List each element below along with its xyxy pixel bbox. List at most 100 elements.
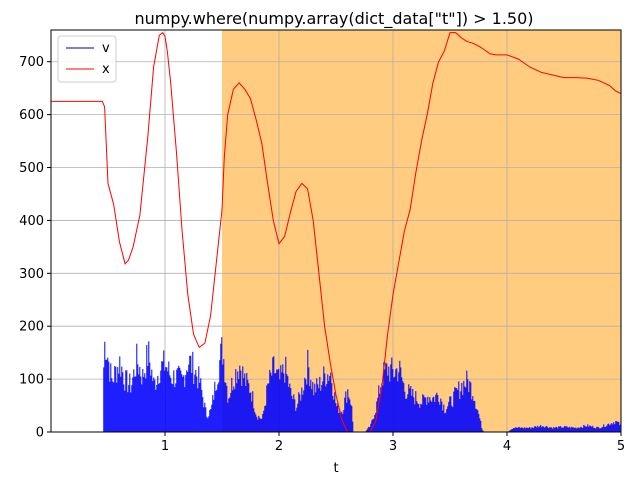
v-bar <box>142 369 144 432</box>
v-bar <box>612 424 614 432</box>
v-bar <box>229 397 231 432</box>
v-bar <box>192 351 194 432</box>
v-bar <box>228 398 230 432</box>
v-bar <box>227 402 229 432</box>
v-bar <box>327 374 329 432</box>
v-bar <box>545 426 547 432</box>
v-bar <box>611 423 613 432</box>
v-bar <box>378 385 380 432</box>
v-bar <box>525 428 527 432</box>
v-bar <box>408 384 410 432</box>
v-bar <box>144 373 146 432</box>
v-bar <box>326 383 328 432</box>
v-bar <box>223 359 225 432</box>
v-bar <box>539 426 541 432</box>
v-bar <box>115 366 117 432</box>
v-bar <box>107 357 109 432</box>
v-bar <box>538 427 540 432</box>
v-bar <box>340 412 342 432</box>
v-bar <box>560 426 562 432</box>
v-bar <box>141 384 143 432</box>
v-bar <box>531 427 533 432</box>
v-bar <box>452 407 454 432</box>
v-bar <box>231 377 233 432</box>
v-bar <box>200 378 202 432</box>
v-bar <box>185 374 187 432</box>
v-bar <box>284 382 286 432</box>
v-bar <box>402 381 404 432</box>
v-bar <box>305 379 307 432</box>
v-bar <box>230 392 232 432</box>
v-bar <box>153 377 155 432</box>
v-bar <box>556 426 558 432</box>
v-bar <box>398 372 400 432</box>
v-bar <box>404 391 406 432</box>
chart-title: numpy.where(numpy.array(dict_data["t"]) … <box>134 9 533 29</box>
v-bar <box>290 388 292 432</box>
v-bar <box>165 367 167 432</box>
x-series-line <box>51 31 622 433</box>
v-bar <box>382 385 384 432</box>
v-bar <box>272 357 274 432</box>
v-bar <box>469 381 471 432</box>
y-tick-label: 0 <box>36 426 44 441</box>
v-bar <box>113 382 115 432</box>
v-bar <box>565 426 567 432</box>
v-bar <box>125 370 127 432</box>
v-bar <box>453 391 455 432</box>
v-bar <box>135 376 137 432</box>
v-bar <box>516 427 518 432</box>
v-bar <box>116 382 118 432</box>
v-bar <box>424 397 426 432</box>
v-bar <box>313 395 315 432</box>
v-bar <box>126 370 128 432</box>
v-bar <box>551 427 553 432</box>
v-bar <box>342 414 344 432</box>
v-bar <box>462 395 464 432</box>
v-bar <box>448 401 450 432</box>
v-bar <box>232 390 234 432</box>
v-bar <box>186 370 188 432</box>
v-bar <box>573 427 575 432</box>
v-bar <box>399 360 401 432</box>
v-bar <box>215 391 217 432</box>
v-bar <box>205 407 207 432</box>
v-bar <box>132 377 134 432</box>
v-bar <box>588 426 590 432</box>
v-bar <box>162 361 164 432</box>
v-bar <box>207 418 209 432</box>
v-bar <box>613 422 615 432</box>
v-bar <box>237 371 239 432</box>
v-bar <box>270 372 272 432</box>
v-bar <box>579 428 581 432</box>
v-bar <box>277 369 279 432</box>
v-bar <box>472 396 474 432</box>
v-bar <box>371 420 373 432</box>
v-bar <box>380 387 382 432</box>
v-bar <box>577 427 579 432</box>
v-bar <box>279 379 281 432</box>
v-bar <box>461 382 463 432</box>
v-bar <box>595 428 597 432</box>
v-bar <box>130 392 132 432</box>
legend[interactable]: v x <box>57 35 117 83</box>
v-bar <box>540 425 542 432</box>
v-bar <box>171 383 173 432</box>
v-bar <box>253 408 255 432</box>
v-bar <box>321 384 323 432</box>
v-bar <box>429 397 431 432</box>
y-tick-label: 700 <box>19 55 44 70</box>
v-bar <box>243 378 245 432</box>
v-bar <box>511 429 513 432</box>
v-bar <box>288 387 290 432</box>
v-bar <box>108 361 110 432</box>
v-bar <box>401 377 403 432</box>
v-bar <box>456 388 458 432</box>
v-bar <box>533 427 535 432</box>
v-bar <box>311 389 313 432</box>
v-bar <box>303 390 305 432</box>
v-bar <box>476 409 478 432</box>
v-bar <box>224 382 226 432</box>
v-bar <box>574 428 576 432</box>
v-bar <box>463 380 465 432</box>
